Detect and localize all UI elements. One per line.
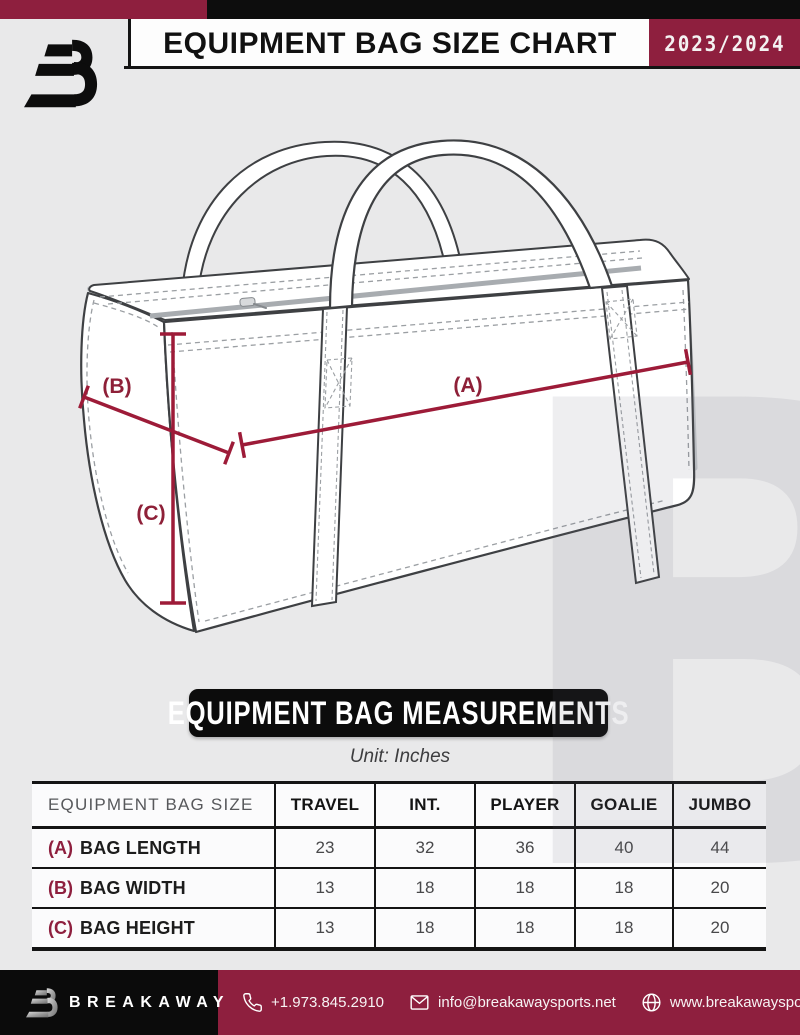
dimension-label-a: (A) xyxy=(453,374,482,397)
measurements-table: EQUIPMENT BAG SIZE TRAVEL INT. PLAYER GO… xyxy=(32,781,766,951)
table-header-jumbo: JUMBO xyxy=(672,784,766,826)
row-label-cell: (B) BAG WIDTH xyxy=(32,869,274,907)
table-header-row: EQUIPMENT BAG SIZE TRAVEL INT. PLAYER GO… xyxy=(32,784,766,829)
value-cell: 20 xyxy=(672,869,766,907)
footer-bar: BREAKAWAY +1.973.845.2910 info@breakaway… xyxy=(0,970,800,1035)
footer-contact-strip: +1.973.845.2910 info@breakawaysports.net… xyxy=(218,970,800,1035)
zipper-track xyxy=(149,265,642,319)
footer-email-text: info@breakawaysports.net xyxy=(438,994,616,1011)
table-header-int: INT. xyxy=(374,784,474,826)
value-cell: 40 xyxy=(574,829,672,867)
bag-diagram: (A) (B) (C) xyxy=(78,139,698,634)
page-title-box: EQUIPMENT BAG SIZE CHART xyxy=(128,19,649,68)
value-cell: 20 xyxy=(672,909,766,947)
table-row-bag-height: (C) BAG HEIGHT 13 18 18 18 20 xyxy=(32,907,766,947)
dimension-line-a xyxy=(241,360,689,447)
season-badge: 2023/2024 xyxy=(649,19,800,68)
value-cell: 18 xyxy=(574,869,672,907)
brand-logo-icon xyxy=(24,39,98,108)
measurements-banner-label: EQUIPMENT BAG MEASUREMENTS xyxy=(167,694,630,731)
value-cell: 18 xyxy=(474,909,574,947)
dimension-label-b: (B) xyxy=(102,375,131,398)
footer-brand-block: BREAKAWAY xyxy=(0,970,224,1035)
page-title: EQUIPMENT BAG SIZE CHART xyxy=(163,26,617,60)
value-cell: 18 xyxy=(374,909,474,947)
header-top-bar xyxy=(0,0,800,19)
footer-phone[interactable]: +1.973.845.2910 xyxy=(242,992,384,1013)
globe-icon xyxy=(642,993,661,1012)
bag-right-strap xyxy=(600,284,661,585)
footer-phone-text: +1.973.845.2910 xyxy=(271,994,385,1011)
zipper-slider xyxy=(239,297,256,307)
value-cell: 44 xyxy=(672,829,766,867)
row-label-cell: (A) BAG LENGTH xyxy=(32,829,274,867)
bag-front-face xyxy=(162,278,696,634)
right-strap-stitching xyxy=(605,289,655,579)
table-header-goalie: GOALIE xyxy=(574,784,672,826)
value-cell: 18 xyxy=(374,869,474,907)
measurements-banner: EQUIPMENT BAG MEASUREMENTS xyxy=(168,689,629,737)
value-cell: 36 xyxy=(474,829,574,867)
unit-label: Unit: Inches xyxy=(349,746,451,767)
header-underline xyxy=(124,66,800,69)
dimension-arrows xyxy=(78,332,693,605)
bag-front-handle xyxy=(328,139,614,310)
footer-brand-name: BREAKAWAY xyxy=(69,993,231,1011)
phone-icon xyxy=(243,993,262,1012)
value-cell: 18 xyxy=(474,869,574,907)
value-cell: 23 xyxy=(274,829,374,867)
footer-website-text: www.breakawaysports.net xyxy=(669,994,800,1011)
table-row-bag-length: (A) BAG LENGTH 23 32 36 40 44 xyxy=(32,829,766,867)
dimension-line-b xyxy=(83,395,230,455)
table-header-travel: TRAVEL xyxy=(274,784,374,826)
table-header-player: PLAYER xyxy=(474,784,574,826)
zipper-pull xyxy=(253,303,267,309)
value-cell: 18 xyxy=(574,909,672,947)
season-label: 2023/2024 xyxy=(663,31,786,56)
dimension-label-c: (C) xyxy=(136,502,165,525)
footer-email[interactable]: info@breakawaysports.net xyxy=(409,992,616,1013)
header-top-bar-maroon xyxy=(0,0,207,19)
header-top-bar-black xyxy=(207,0,800,19)
footer-logo-icon xyxy=(26,988,58,1018)
value-cell: 32 xyxy=(374,829,474,867)
value-cell: 13 xyxy=(274,909,374,947)
row-label-cell: (C) BAG HEIGHT xyxy=(32,909,274,947)
envelope-icon xyxy=(410,995,429,1010)
footer-website[interactable]: www.breakawaysports.net xyxy=(641,992,800,1013)
table-row-bag-width: (B) BAG WIDTH 13 18 18 18 20 xyxy=(32,867,766,907)
table-header-size: EQUIPMENT BAG SIZE xyxy=(32,784,274,826)
left-strap-stitching xyxy=(315,309,353,602)
value-cell: 13 xyxy=(274,869,374,907)
